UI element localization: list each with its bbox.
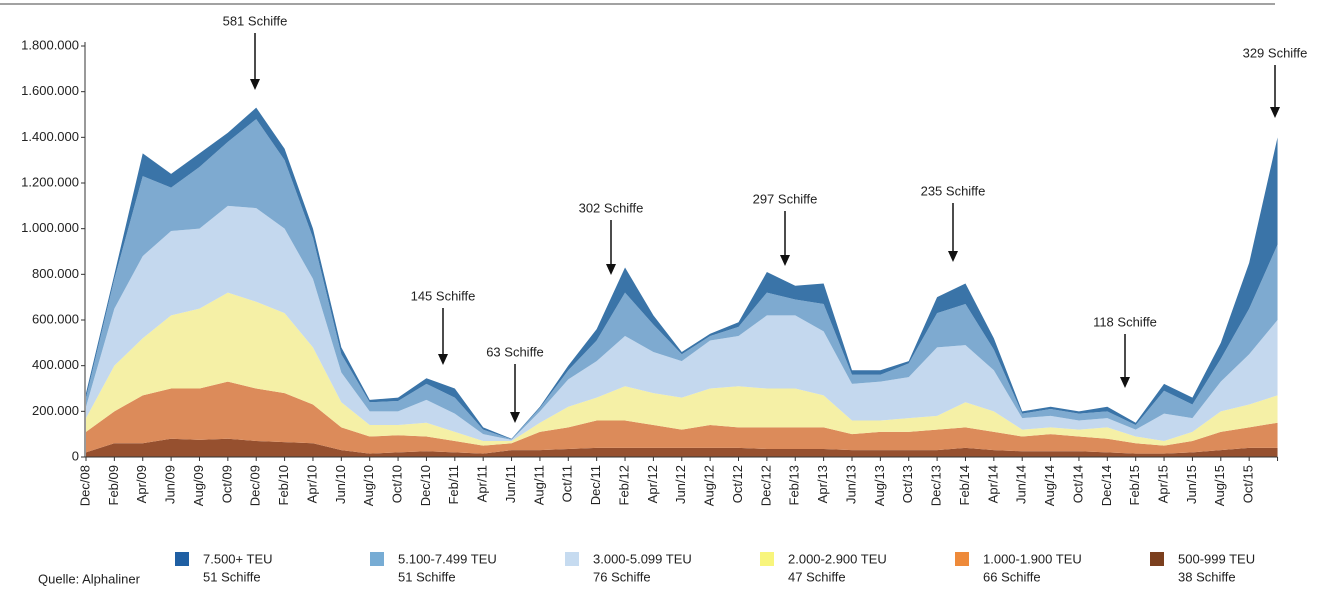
x-tick-label: Aug/13 [872,465,887,506]
x-tick-label: Oct/14 [1070,465,1085,503]
legend-label: 3.000-5.099 TEU [593,551,692,566]
x-tick-label: Apr/10 [304,465,319,503]
x-tick-label: Aug/12 [702,465,717,506]
x-tick-label: Dec/12 [758,465,773,506]
y-tick-label: 1.400.000 [21,129,79,144]
area [86,292,1278,446]
x-tick-label: Jun/09 [163,465,178,504]
x-tick-label: Oct/09 [219,465,234,503]
x-tick-label: Feb/12 [616,465,631,505]
area [86,381,1278,454]
x-tick-label: Jun/11 [503,465,518,503]
x-tick-label: Aug/15 [1212,465,1227,506]
y-tick-label: 1.200.000 [21,174,79,189]
x-tick-label: Dec/09 [248,465,263,506]
x-tick-label: Apr/15 [1155,465,1170,503]
legend-swatch [1150,552,1164,566]
x-tick-label: Dec/08 [77,465,92,506]
x-tick-label: Oct/13 [900,465,915,503]
y-tick-label: 1.800.000 [21,37,79,52]
annotation: 235 Schiffe [921,183,986,198]
legend-label: 7.500+ TEU [203,551,273,566]
legend-count: 51 Schiffe [203,569,261,584]
y-tick-label: 1.600.000 [21,83,79,98]
x-tick-label: Aug/14 [1042,465,1057,506]
x-tick-label: Dec/13 [929,465,944,506]
x-tick-label: Feb/10 [276,465,291,505]
annotation: 581 Schiffe [223,13,288,28]
annotation: 302 Schiffe [579,200,644,215]
annotation: 145 Schiffe [411,288,476,303]
annotation: 118 Schiffe [1093,314,1157,329]
y-tick-label: 0 [72,448,79,463]
x-tick-label: Oct/15 [1241,465,1256,503]
x-tick-label: Dec/11 [588,465,603,505]
legend-count: 38 Schiffe [1178,569,1236,584]
x-tick-label: Oct/10 [390,465,405,503]
x-tick-label: Feb/11 [446,465,461,505]
area [86,205,1278,442]
annotation-arrowhead [510,412,520,423]
x-tick-label: Feb/13 [787,465,802,505]
annotation-arrowhead [1120,377,1130,388]
x-tick-label: Oct/12 [730,465,745,503]
x-tick-label: Dec/14 [1099,465,1114,506]
area [86,119,1278,440]
annotation: 63 Schiffe [486,344,544,359]
y-tick-label: 1.000.000 [21,220,79,235]
x-tick-label: Apr/09 [134,465,149,503]
legend-label: 2.000-2.900 TEU [788,551,887,566]
x-tick-label: Feb/15 [1127,465,1142,505]
legend-label: 1.000-1.900 TEU [983,551,1082,566]
y-tick-label: 800.000 [32,266,79,281]
y-tick-label: 200.000 [32,403,79,418]
annotation-arrowhead [1270,107,1280,118]
annotation: 329 Schiffe [1243,45,1308,60]
y-tick-label: 400.000 [32,357,79,372]
x-tick-label: Feb/09 [106,465,121,505]
x-tick-label: Apr/13 [815,465,830,503]
x-tick-label: Jun/12 [673,465,688,504]
annotation: 297 Schiffe [753,191,818,206]
x-tick-label: Apr/14 [985,465,1000,503]
x-tick-label: Jun/15 [1184,465,1199,504]
legend-count: 51 Schiffe [398,569,456,584]
legend-swatch [175,552,189,566]
annotation-arrowhead [250,79,260,90]
x-tick-label: Apr/11 [475,465,490,502]
legend-count: 47 Schiffe [788,569,846,584]
annotation-arrowhead [780,255,790,266]
legend-swatch [370,552,384,566]
x-tick-label: Dec/10 [418,465,433,506]
legend-swatch [955,552,969,566]
x-tick-label: Jun/14 [1014,465,1029,504]
legend-label: 5.100-7.499 TEU [398,551,497,566]
legend-count: 76 Schiffe [593,569,651,584]
x-tick-label: Apr/12 [645,465,660,503]
x-tick-label: Aug/11 [531,465,546,505]
legend-count: 66 Schiffe [983,569,1041,584]
legend-swatch [760,552,774,566]
source: Quelle: Alphaliner [38,571,141,586]
annotation-arrowhead [948,251,958,262]
annotation-arrowhead [438,354,448,365]
x-tick-label: Jun/10 [333,465,348,504]
legend-label: 500-999 TEU [1178,551,1255,566]
x-tick-label: Jun/13 [843,465,858,504]
x-tick-label: Feb/14 [957,465,972,505]
x-tick-label: Oct/11 [560,465,575,502]
x-tick-label: Aug/09 [191,465,206,506]
annotation-arrowhead [606,264,616,275]
y-tick-label: 600.000 [32,311,79,326]
x-tick-label: Aug/10 [361,465,376,506]
legend-swatch [565,552,579,566]
